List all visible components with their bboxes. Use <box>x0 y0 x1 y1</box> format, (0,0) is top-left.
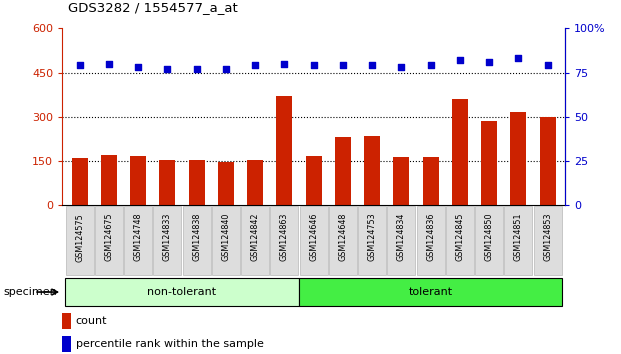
Bar <box>66 206 94 275</box>
Point <box>484 59 494 65</box>
Text: GSM124753: GSM124753 <box>368 213 376 262</box>
Bar <box>388 206 415 275</box>
Bar <box>183 206 211 275</box>
Bar <box>422 157 438 205</box>
Bar <box>335 137 351 205</box>
Bar <box>475 206 503 275</box>
Bar <box>540 118 556 205</box>
Text: GSM124833: GSM124833 <box>163 213 172 261</box>
Bar <box>270 206 299 275</box>
Text: GSM124853: GSM124853 <box>543 213 552 262</box>
Bar <box>417 206 445 275</box>
Bar <box>452 99 468 205</box>
Point <box>367 63 377 68</box>
Bar <box>358 206 386 275</box>
Text: GSM124838: GSM124838 <box>192 213 201 261</box>
Point <box>75 63 84 68</box>
Text: GSM124675: GSM124675 <box>104 213 114 262</box>
Text: GSM124646: GSM124646 <box>309 213 318 261</box>
Text: GSM124836: GSM124836 <box>426 213 435 261</box>
Bar <box>153 206 181 275</box>
Point <box>133 64 143 70</box>
Text: GSM124850: GSM124850 <box>484 213 494 262</box>
Point <box>396 64 406 70</box>
Point <box>104 61 114 67</box>
Bar <box>62 336 71 352</box>
Bar <box>241 206 269 275</box>
Text: tolerant: tolerant <box>409 287 453 297</box>
Bar <box>504 206 532 275</box>
Text: GSM124834: GSM124834 <box>397 213 406 261</box>
Bar <box>160 160 175 205</box>
Point <box>543 63 553 68</box>
Text: GSM124842: GSM124842 <box>251 213 260 262</box>
Bar <box>364 136 380 205</box>
Text: non-tolerant: non-tolerant <box>147 287 217 297</box>
Point <box>163 66 173 72</box>
Text: GSM124863: GSM124863 <box>280 213 289 261</box>
Bar <box>481 121 497 205</box>
Bar <box>533 206 561 275</box>
Text: GSM124851: GSM124851 <box>514 213 523 262</box>
Point <box>279 61 289 67</box>
Bar <box>218 162 234 205</box>
Text: GDS3282 / 1554577_a_at: GDS3282 / 1554577_a_at <box>68 1 238 14</box>
Bar <box>299 206 328 275</box>
Bar <box>212 206 240 275</box>
Point <box>514 56 524 61</box>
Text: GSM124840: GSM124840 <box>221 213 230 261</box>
Point <box>425 63 435 68</box>
Point <box>455 57 465 63</box>
Bar <box>329 206 357 275</box>
Bar <box>62 313 71 329</box>
Point <box>309 63 319 68</box>
Text: percentile rank within the sample: percentile rank within the sample <box>76 339 263 349</box>
Point <box>338 63 348 68</box>
Bar <box>65 278 299 306</box>
Bar <box>71 158 88 205</box>
Bar <box>189 160 205 205</box>
Text: GSM124748: GSM124748 <box>134 213 143 262</box>
Bar <box>130 156 146 205</box>
Bar <box>247 160 263 205</box>
Text: count: count <box>76 316 107 326</box>
Point <box>221 66 231 72</box>
Bar <box>124 206 152 275</box>
Point <box>250 63 260 68</box>
Bar <box>95 206 123 275</box>
Text: GSM124845: GSM124845 <box>455 213 465 262</box>
Text: GSM124575: GSM124575 <box>75 213 84 262</box>
Point <box>192 66 202 72</box>
Bar <box>276 96 292 205</box>
Text: GSM124648: GSM124648 <box>338 213 347 261</box>
Bar <box>510 113 527 205</box>
Text: specimen: specimen <box>3 287 57 297</box>
Bar <box>101 155 117 205</box>
Bar <box>299 278 562 306</box>
Bar <box>446 206 474 275</box>
Bar <box>306 156 322 205</box>
Bar <box>393 157 409 205</box>
